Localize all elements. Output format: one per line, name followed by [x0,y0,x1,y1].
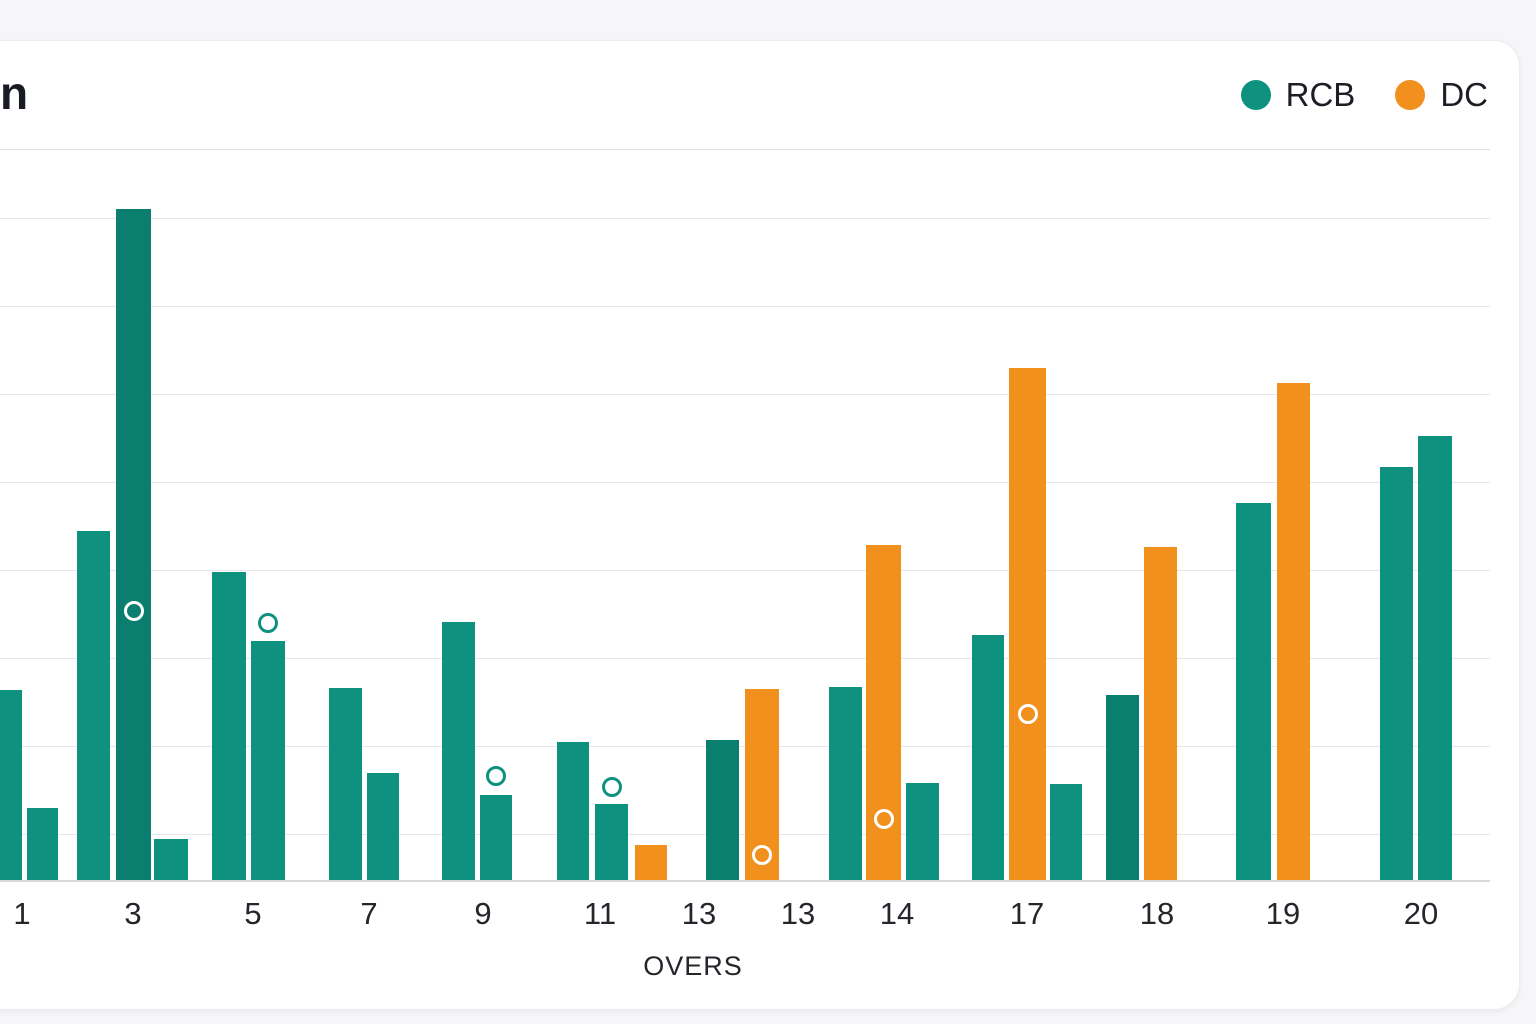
gridline [0,658,1490,659]
x-axis-label: 5 [244,896,262,931]
bar-rcb[interactable] [906,783,939,880]
bar-rcb[interactable] [1418,436,1452,880]
bar-rcb[interactable] [972,635,1004,880]
legend-label-rcb: RCB [1285,76,1356,113]
x-axis-label: 3 [124,896,142,931]
bar-rcb[interactable] [829,687,862,880]
x-axis-label: 13 [780,896,816,931]
bar-rcb[interactable] [27,808,58,880]
bar-rcb[interactable] [442,622,475,880]
bar-rcb[interactable] [77,531,110,880]
bar-rcb[interactable] [706,740,739,880]
wicket-marker-icon [873,809,894,829]
bar-rcb[interactable] [212,572,246,880]
rcb-legend-dot-icon [1240,80,1271,110]
bar-dc[interactable] [866,545,901,880]
legend-item-dc[interactable]: DC [1395,76,1488,114]
bar-dc[interactable] [1277,383,1310,880]
gridline [0,394,1490,395]
bar-rcb[interactable] [367,773,399,880]
bar-rcb[interactable] [557,742,589,880]
bar-rcb[interactable] [1106,695,1139,880]
x-axis-label: 11 [583,896,617,931]
wicket-marker-icon [123,601,144,621]
bar-rcb[interactable] [154,839,188,880]
bar-rcb[interactable] [595,804,628,880]
x-axis-title: OVERS [643,951,743,981]
legend-label-dc: DC [1440,76,1488,113]
bar-rcb[interactable] [0,690,22,880]
wicket-marker-icon [1017,704,1038,724]
x-axis-label: 9 [474,896,492,931]
bar-rcb[interactable] [480,795,512,880]
gridline [0,570,1490,571]
gridline [0,482,1490,483]
dc-legend-dot-icon [1395,80,1426,110]
legend-item-rcb[interactable]: RCB [1240,76,1356,114]
bar-rcb[interactable] [251,641,285,880]
bar-dc[interactable] [1009,368,1046,880]
gridline [0,306,1490,307]
x-axis-label: 17 [1009,896,1045,931]
wicket-marker-icon [601,777,622,797]
x-axis-label: 18 [1139,896,1175,931]
gridline [0,218,1490,219]
x-axis-label: 13 [681,896,717,931]
x-axis-line [0,880,1490,882]
wicket-marker-icon [486,766,506,786]
gridline [0,149,1490,150]
bar-rcb[interactable] [116,209,151,880]
wicket-marker-icon [258,613,278,633]
x-axis-label: 20 [1403,896,1439,931]
x-axis-label: 7 [360,896,378,931]
bar-rcb[interactable] [1380,467,1413,880]
x-axis-label: 14 [879,896,915,931]
x-axis-label: 1 [13,896,31,931]
bar-rcb[interactable] [329,688,362,880]
bar-dc[interactable] [1144,547,1177,880]
bar-rcb[interactable] [1050,784,1082,880]
wicket-marker-icon [752,845,772,865]
chart-title: n [0,67,29,119]
bar-dc[interactable] [635,845,667,880]
legend: RCB DC [1240,76,1488,114]
bar-rcb[interactable] [1236,503,1271,880]
x-axis-label: 19 [1265,896,1301,931]
